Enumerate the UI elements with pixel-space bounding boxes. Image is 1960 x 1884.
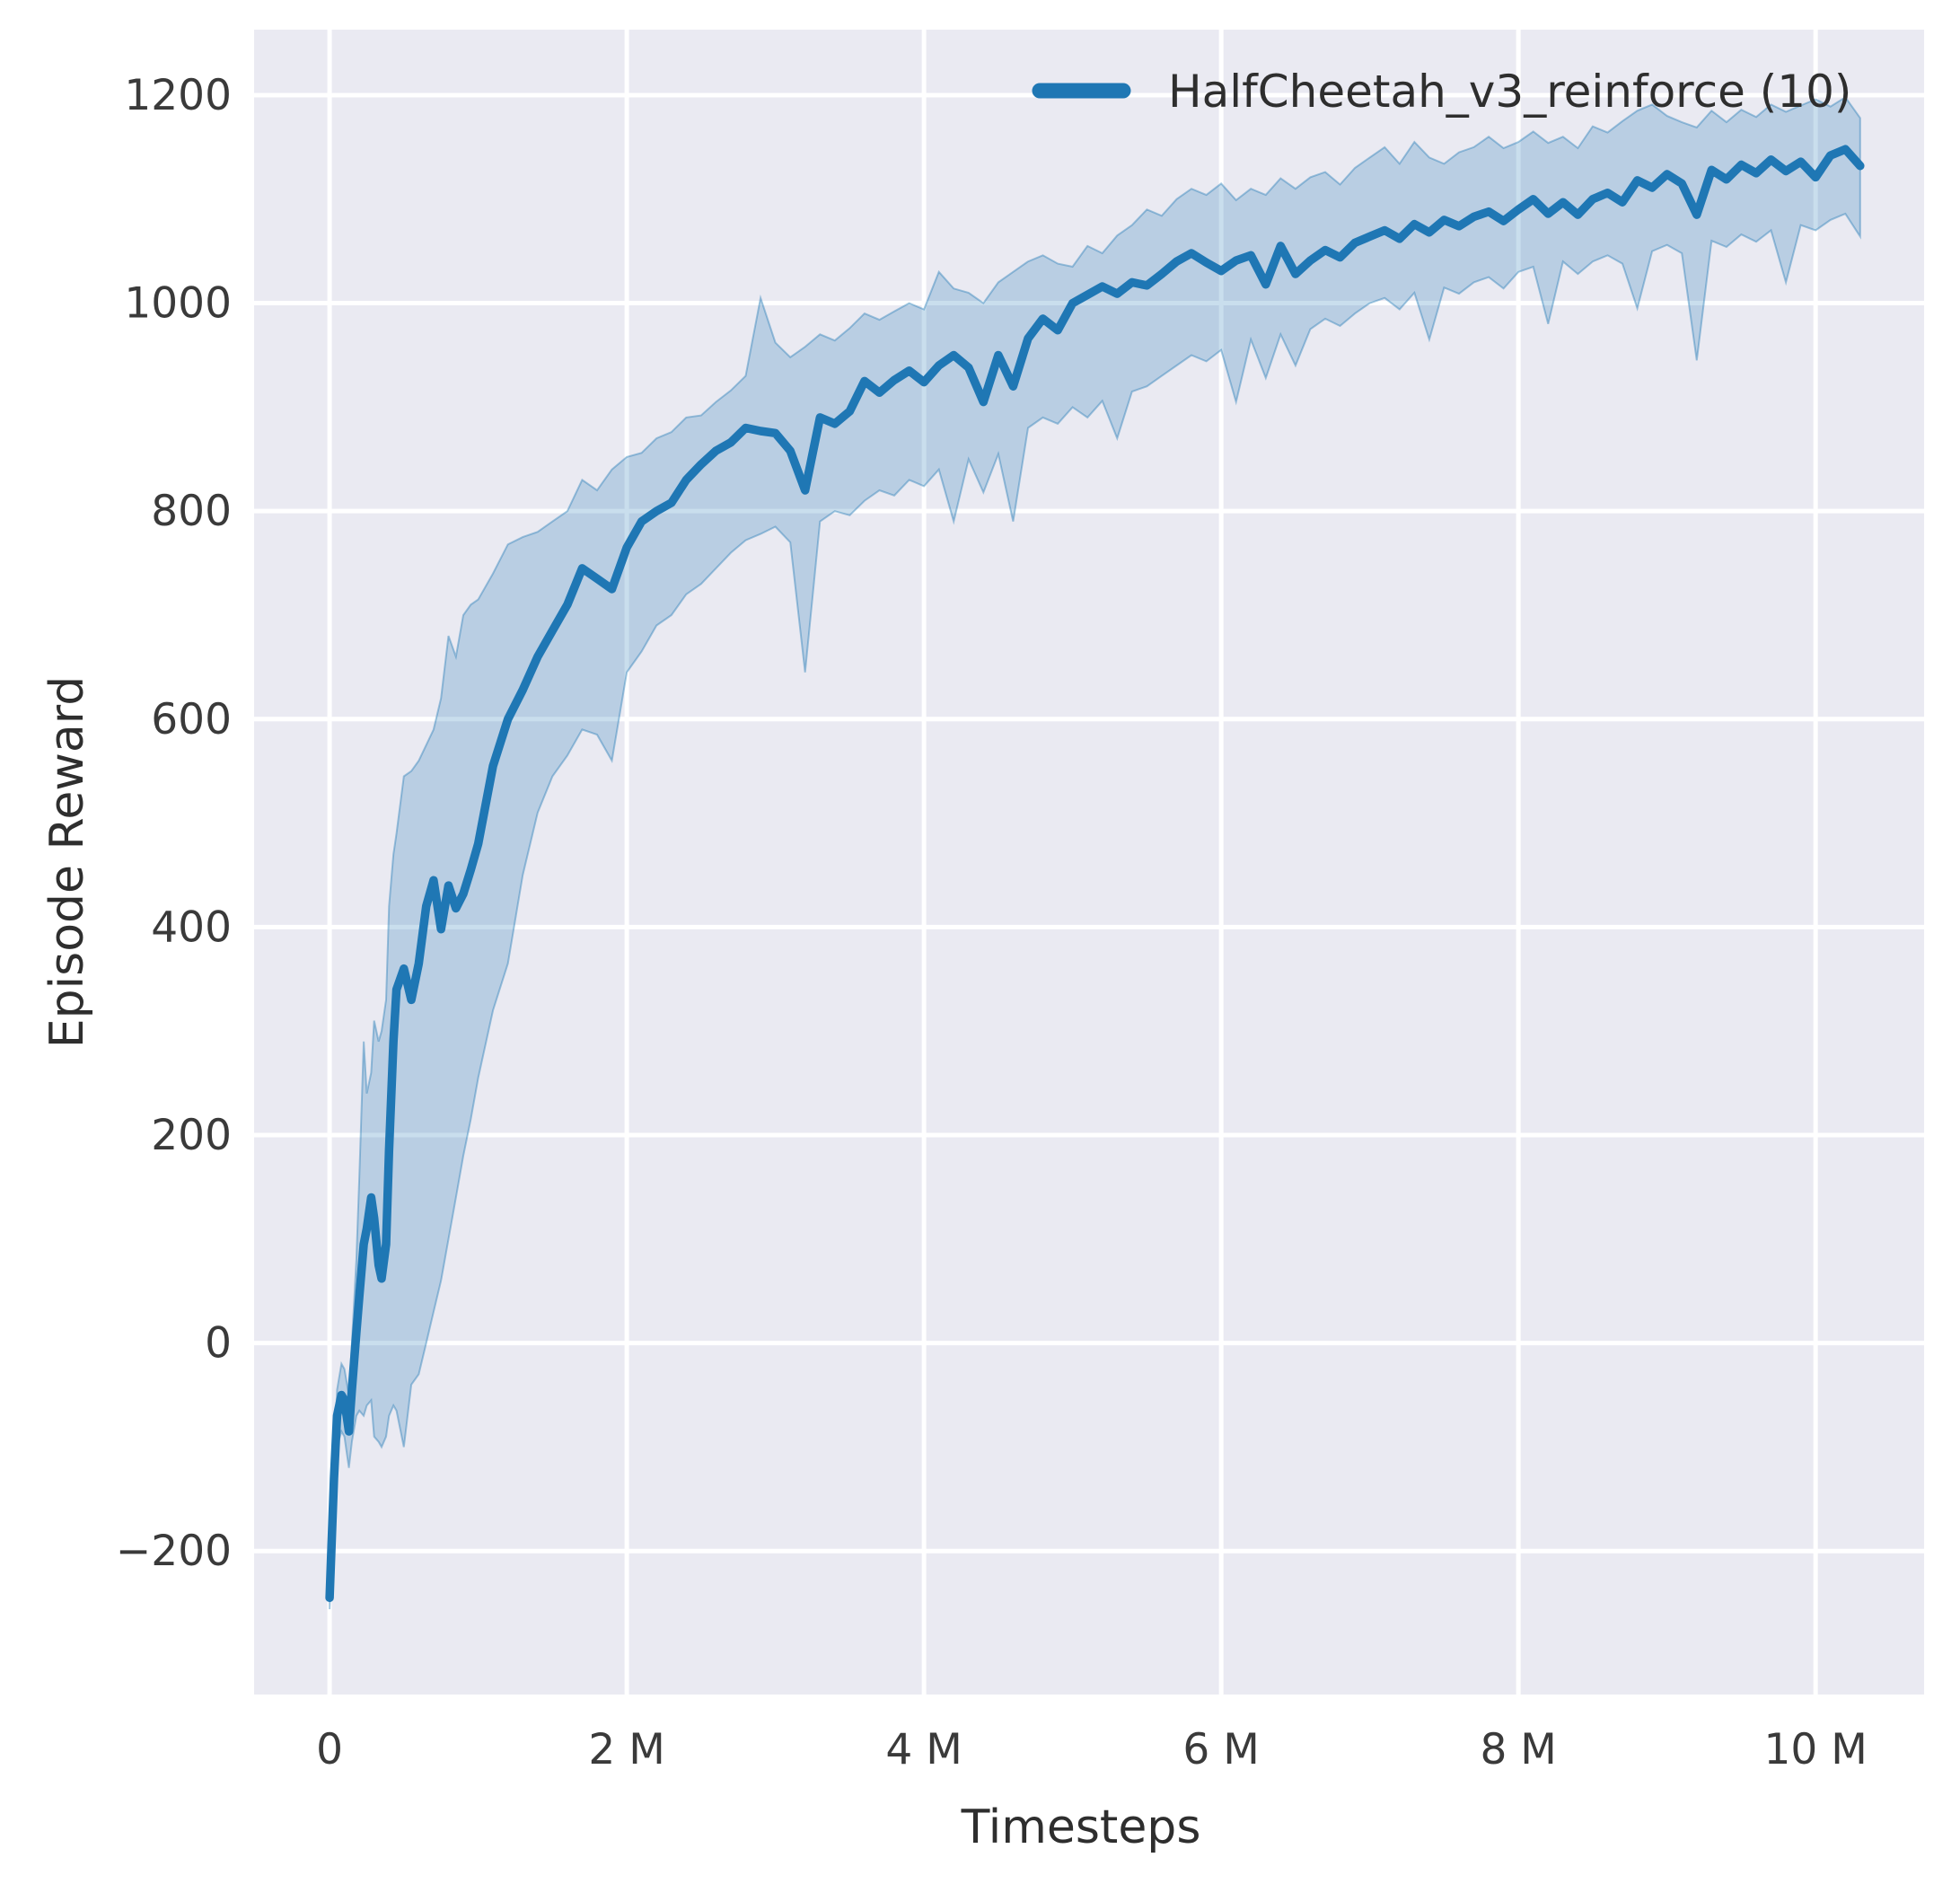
legend-label: HalfCheetah_v3_reinforce (10) [1168, 66, 1851, 118]
confidence-band [329, 95, 1861, 1610]
y-tick-label: 400 [151, 902, 232, 952]
panel-background [254, 30, 1924, 1695]
y-tick-label: 600 [151, 695, 232, 744]
y-tick-label: 1000 [124, 279, 232, 329]
y-tick-label: −200 [116, 1527, 232, 1576]
mean-line [325, 145, 1865, 1603]
x-tick-label: 10 M [1764, 1725, 1868, 1774]
y-tick-label: 200 [151, 1111, 232, 1160]
y-tick-label: 1200 [124, 71, 232, 120]
y-axis-label: Episode Reward [40, 676, 94, 1048]
x-tick-label: 2 M [588, 1725, 664, 1774]
y-tick-label: 800 [151, 487, 232, 536]
x-tick-label: 8 M [1480, 1725, 1556, 1774]
x-tick-label: 6 M [1182, 1725, 1259, 1774]
legend: HalfCheetah_v3_reinforce (10) [1032, 66, 1851, 118]
x-axis-label: Timesteps [961, 1800, 1201, 1854]
x-tick-label: 4 M [885, 1725, 962, 1774]
y-tick-label: 0 [205, 1319, 232, 1369]
x-tick-label: 0 [316, 1725, 343, 1774]
plot-area: 0 2 M 4 M 6 M 8 M 10 M −200 0 200 400 600 800 1000 12… [116, 30, 1924, 1774]
